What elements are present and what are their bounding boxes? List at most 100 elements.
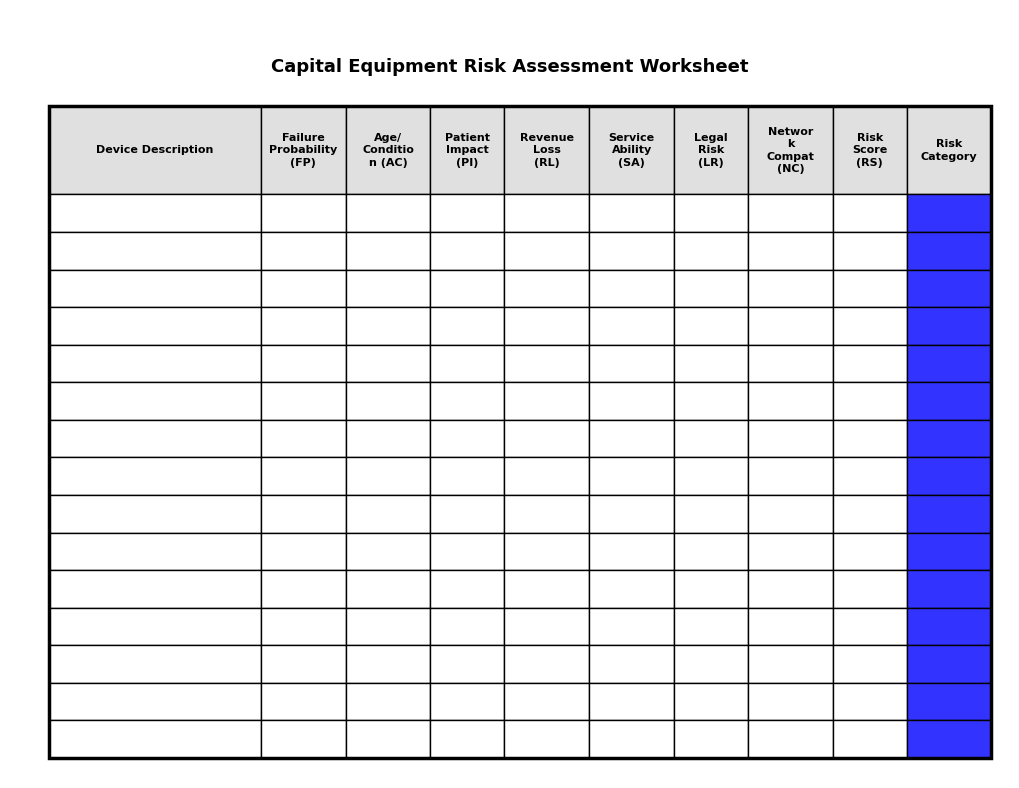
Bar <box>747 533 832 571</box>
Bar <box>906 457 990 495</box>
Bar <box>504 457 589 495</box>
Bar <box>674 683 747 720</box>
Text: Service
Ability
(SA): Service Ability (SA) <box>608 133 654 168</box>
Bar <box>504 645 589 683</box>
Bar <box>261 307 345 344</box>
Bar <box>345 720 430 758</box>
Bar <box>345 106 430 195</box>
Bar <box>49 683 261 720</box>
Bar <box>261 571 345 608</box>
Bar <box>504 232 589 269</box>
Text: Risk
Score
(RS): Risk Score (RS) <box>851 133 887 168</box>
Bar <box>261 420 345 457</box>
Bar <box>49 533 261 571</box>
Bar <box>747 232 832 269</box>
Bar <box>906 495 990 533</box>
Bar <box>747 269 832 307</box>
Bar <box>832 420 906 457</box>
Bar <box>832 683 906 720</box>
Text: Networ
k
Compat
(NC): Networ k Compat (NC) <box>765 127 813 174</box>
Bar <box>674 269 747 307</box>
Bar <box>345 683 430 720</box>
Text: Legal
Risk
(LR): Legal Risk (LR) <box>694 133 727 168</box>
Text: Failure
Probability
(FP): Failure Probability (FP) <box>269 133 337 168</box>
Bar <box>747 608 832 645</box>
Bar <box>430 720 504 758</box>
Bar <box>430 683 504 720</box>
Bar <box>832 720 906 758</box>
Bar <box>906 420 990 457</box>
Bar <box>674 645 747 683</box>
Bar <box>674 232 747 269</box>
Bar <box>49 495 261 533</box>
Bar <box>832 269 906 307</box>
Bar <box>589 683 674 720</box>
Bar <box>345 269 430 307</box>
Bar <box>504 420 589 457</box>
Bar <box>589 382 674 420</box>
Bar <box>430 344 504 382</box>
Bar <box>906 382 990 420</box>
Bar <box>345 457 430 495</box>
Bar <box>747 195 832 232</box>
Bar <box>261 608 345 645</box>
Bar <box>49 457 261 495</box>
Bar <box>674 457 747 495</box>
Bar <box>504 195 589 232</box>
Bar <box>49 608 261 645</box>
Bar <box>504 307 589 344</box>
Bar <box>589 533 674 571</box>
Bar <box>674 382 747 420</box>
Bar <box>345 533 430 571</box>
Bar <box>589 344 674 382</box>
Bar <box>504 269 589 307</box>
Bar <box>832 195 906 232</box>
Bar <box>832 608 906 645</box>
Bar <box>345 420 430 457</box>
Bar <box>261 344 345 382</box>
Bar <box>261 382 345 420</box>
Bar <box>906 683 990 720</box>
Bar <box>906 571 990 608</box>
Bar <box>49 344 261 382</box>
Bar <box>747 457 832 495</box>
Bar <box>674 720 747 758</box>
Bar <box>674 495 747 533</box>
Bar <box>906 232 990 269</box>
Bar <box>430 608 504 645</box>
Bar <box>504 720 589 758</box>
Bar <box>345 571 430 608</box>
Bar <box>747 683 832 720</box>
Bar <box>261 495 345 533</box>
Text: Capital Equipment Risk Assessment Worksheet: Capital Equipment Risk Assessment Worksh… <box>271 58 748 76</box>
Bar <box>747 307 832 344</box>
Bar <box>589 608 674 645</box>
Bar <box>674 608 747 645</box>
Bar <box>589 307 674 344</box>
Bar <box>906 533 990 571</box>
Bar <box>906 645 990 683</box>
Bar <box>49 269 261 307</box>
Bar <box>906 720 990 758</box>
Bar <box>589 645 674 683</box>
Bar <box>430 533 504 571</box>
Bar <box>504 495 589 533</box>
Bar <box>430 495 504 533</box>
Bar <box>747 344 832 382</box>
Bar <box>832 106 906 195</box>
Bar <box>345 645 430 683</box>
Bar <box>747 106 832 195</box>
Bar <box>261 269 345 307</box>
Bar <box>430 106 504 195</box>
Bar <box>345 344 430 382</box>
Bar <box>674 307 747 344</box>
Bar <box>261 457 345 495</box>
Bar <box>345 307 430 344</box>
Bar <box>49 720 261 758</box>
Bar <box>589 232 674 269</box>
Bar <box>747 645 832 683</box>
Bar <box>832 533 906 571</box>
Bar <box>589 106 674 195</box>
Bar <box>906 608 990 645</box>
Bar <box>504 382 589 420</box>
